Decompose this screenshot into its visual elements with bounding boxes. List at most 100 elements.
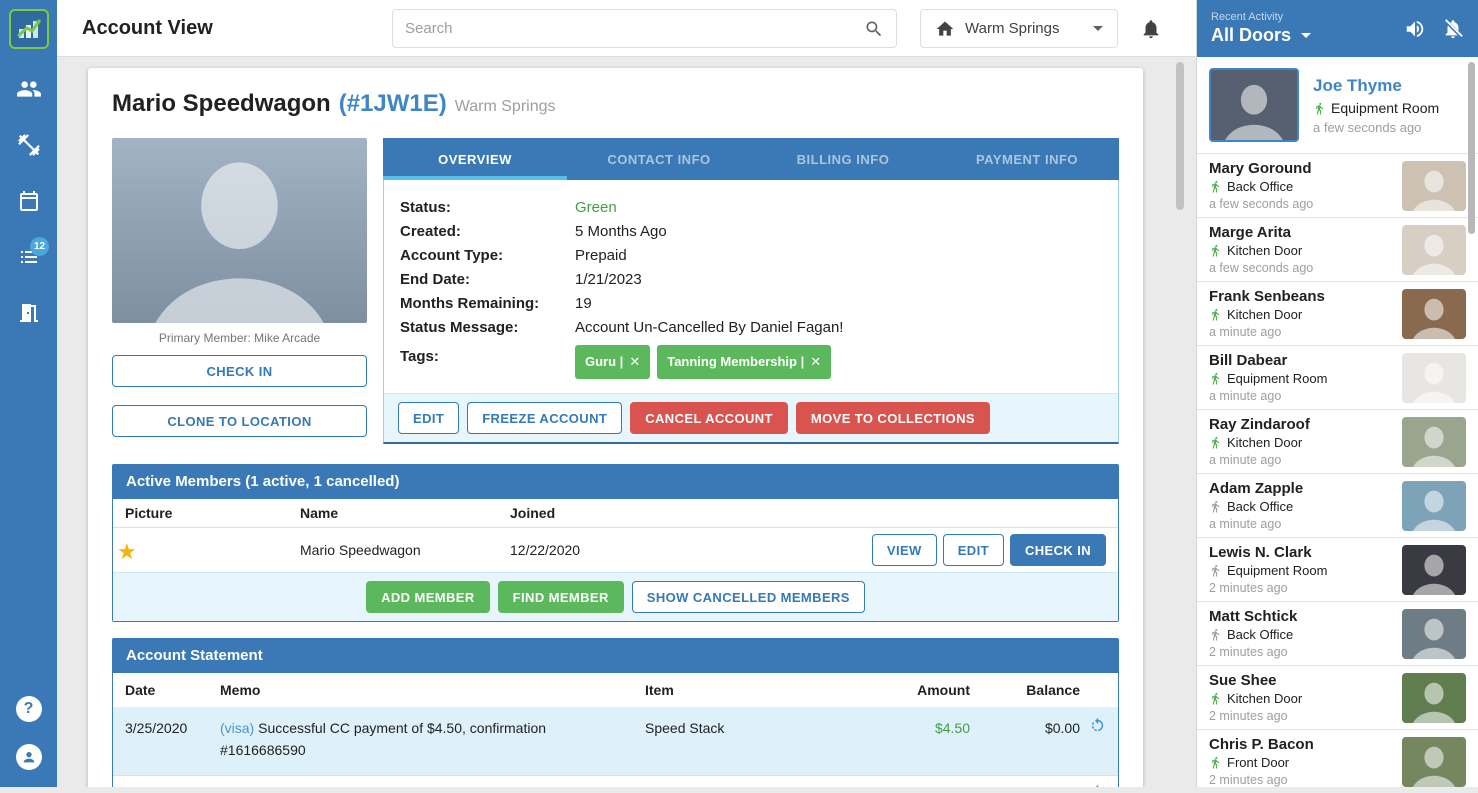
cancel-account-button[interactable]: CANCEL ACCOUNT (630, 402, 788, 434)
activity-entry[interactable]: Bill Dabear Equipment Room a minute ago (1197, 345, 1478, 409)
account-location: Warm Springs (454, 98, 556, 115)
edit-member-button[interactable]: EDIT (942, 534, 1004, 566)
member-check-in-button[interactable]: CHECK IN (1009, 534, 1106, 566)
field-label: Status: (400, 199, 451, 216)
entry-door: Back Office (1227, 178, 1294, 194)
field-label: Months Remaining: (400, 295, 540, 312)
entry-door: Back Office (1227, 498, 1294, 514)
activity-entry[interactable]: Lewis N. Clark Equipment Room 2 minutes … (1197, 537, 1478, 601)
recent-activity-sidebar: Recent Activity All Doors Joe Thyme (1196, 0, 1478, 787)
freeze-account-button[interactable]: FREEZE ACCOUNT (467, 402, 623, 434)
clone-to-location-button[interactable]: CLONE TO LOCATION (112, 405, 367, 437)
tasks-badge: 12 (30, 237, 49, 256)
entry-photo (1402, 736, 1466, 787)
statement-balance: $0.00 (1044, 720, 1080, 736)
sound-on-icon[interactable] (1404, 18, 1426, 40)
app-logo[interactable] (0, 0, 57, 57)
view-button[interactable]: VIEW (871, 534, 937, 566)
activity-entry[interactable]: Matt Schtick Back Office 2 minutes ago (1197, 601, 1478, 665)
entry-door: Front Door (1227, 754, 1290, 770)
visa-link[interactable]: (visa) (220, 720, 255, 736)
entry-time: a few seconds ago (1209, 196, 1314, 211)
activity-entry[interactable]: Frank Senbeans Kitchen Door a minute ago (1197, 281, 1478, 345)
activity-entry[interactable]: Adam Zapple Back Office a minute ago (1197, 473, 1478, 537)
primary-star-icon: ★ (117, 540, 137, 565)
search-icon[interactable] (864, 19, 884, 39)
tag-remove-icon[interactable]: ✕ (810, 354, 822, 369)
col-date: Date (125, 682, 156, 698)
nav-doors-icon[interactable] (0, 285, 57, 341)
primary-member-caption: Primary Member: Mike Arcade (158, 331, 321, 345)
nav-fitness-icon[interactable] (0, 117, 57, 173)
statement-table-header: Date Memo Item Amount Balance (113, 673, 1118, 707)
entry-name: Ray Zindaroof (1209, 415, 1310, 433)
main-content: Mario Speedwagon (#1JW1E) Warm Springs Pri… (57, 57, 1196, 787)
col-name: Name (300, 505, 339, 521)
tab[interactable]: CONTACT INFO (607, 151, 711, 167)
door-filter-dropdown[interactable]: All Doors (1211, 25, 1404, 46)
account-id: (#1JW1E) (338, 90, 447, 117)
nav-members-icon[interactable] (0, 61, 57, 117)
entry-time: 2 minutes ago (1209, 580, 1288, 595)
statement-date: 3/25/2020 (125, 720, 188, 736)
entry-photo (1209, 68, 1299, 142)
entry-photo (1402, 608, 1466, 659)
field-value: 5 Months Ago (575, 223, 667, 240)
entry-door: Back Office (1227, 626, 1294, 642)
active-members-panel: Active Members (1 active, 1 cancelled) P… (112, 464, 1119, 622)
account-statement-title: Account Statement (113, 639, 1118, 673)
account-statement-panel: Account Statement Date Memo Item Amount … (112, 638, 1119, 787)
field-label: Status Message: (400, 319, 519, 336)
add-member-button[interactable]: ADD MEMBER (366, 581, 490, 613)
overview-field: Status Message: Account Un-Cancelled By … (400, 316, 1102, 340)
nav-tasks-icon[interactable]: 12 (0, 229, 57, 285)
move-to-collections-button[interactable]: MOVE TO COLLECTIONS (795, 402, 990, 434)
entry-time: a minute ago (1209, 516, 1282, 531)
overview-field: Status: Green (400, 196, 1102, 220)
activity-entry[interactable]: Sue Shee Kitchen Door 2 minutes ago (1197, 665, 1478, 729)
account-icon[interactable] (0, 733, 57, 781)
activity-entry[interactable]: Marge Arita Kitchen Door a few seconds a… (1197, 217, 1478, 281)
search-box (392, 9, 897, 48)
walking-person-icon (1209, 756, 1222, 769)
notifications-bell-icon[interactable] (1140, 0, 1162, 57)
col-joined: Joined (510, 505, 556, 521)
home-icon (935, 19, 955, 39)
members-table-header: Picture Name Joined (113, 499, 1118, 527)
account-tabs: OVERVIEW CONTACT INFO BILLING INFO PAYME… (383, 138, 1119, 180)
notifications-off-icon[interactable] (1442, 18, 1464, 40)
entry-photo (1402, 480, 1466, 531)
help-icon[interactable]: ? (0, 685, 57, 733)
show-cancelled-members-button[interactable]: SHOW CANCELLED MEMBERS (631, 581, 865, 613)
main-scrollbar[interactable] (1176, 62, 1184, 210)
member-joined: 12/22/2020 (510, 542, 581, 558)
active-members-title: Active Members (1 active, 1 cancelled) (113, 465, 1118, 499)
walking-person-icon (1209, 436, 1222, 449)
search-input[interactable] (405, 20, 864, 37)
nav-calendar-icon[interactable] (0, 173, 57, 229)
activity-list: Joe Thyme Equipment Room a few seconds a… (1197, 57, 1478, 793)
sidebar-scrollbar[interactable] (1468, 62, 1475, 234)
field-value: 19 (575, 295, 592, 312)
find-member-button[interactable]: FIND MEMBER (497, 581, 624, 613)
activity-entry[interactable]: Ray Zindaroof Kitchen Door a minute ago (1197, 409, 1478, 473)
left-nav: 12 ? (0, 0, 57, 787)
entry-name: Bill Dabear (1209, 351, 1288, 369)
tab[interactable]: PAYMENT INFO (975, 151, 1079, 167)
overview-field: Months Remaining: 19 (400, 292, 1102, 316)
activity-entry[interactable]: Joe Thyme Equipment Room a few seconds a… (1197, 57, 1478, 153)
walking-person-icon (1313, 102, 1326, 115)
tab[interactable]: BILLING INFO (796, 151, 890, 167)
tab[interactable]: OVERVIEW (383, 138, 567, 180)
check-in-button[interactable]: CHECK IN (112, 355, 367, 387)
tag-remove-icon[interactable]: ✕ (629, 354, 641, 369)
activity-entry[interactable]: Mary Goround Back Office a few seconds a… (1197, 153, 1478, 217)
walking-person-icon (1209, 500, 1222, 513)
activity-entry[interactable]: Chris P. Bacon Front Door 2 minutes ago (1197, 729, 1478, 793)
location-selector[interactable]: Warm Springs (920, 9, 1118, 48)
entry-door: Kitchen Door (1227, 690, 1303, 706)
edit-button[interactable]: EDIT (398, 402, 460, 434)
entry-photo (1402, 224, 1466, 275)
recent-activity-label: Recent Activity (1211, 11, 1284, 23)
refund-transaction-icon[interactable] (1089, 717, 1106, 734)
